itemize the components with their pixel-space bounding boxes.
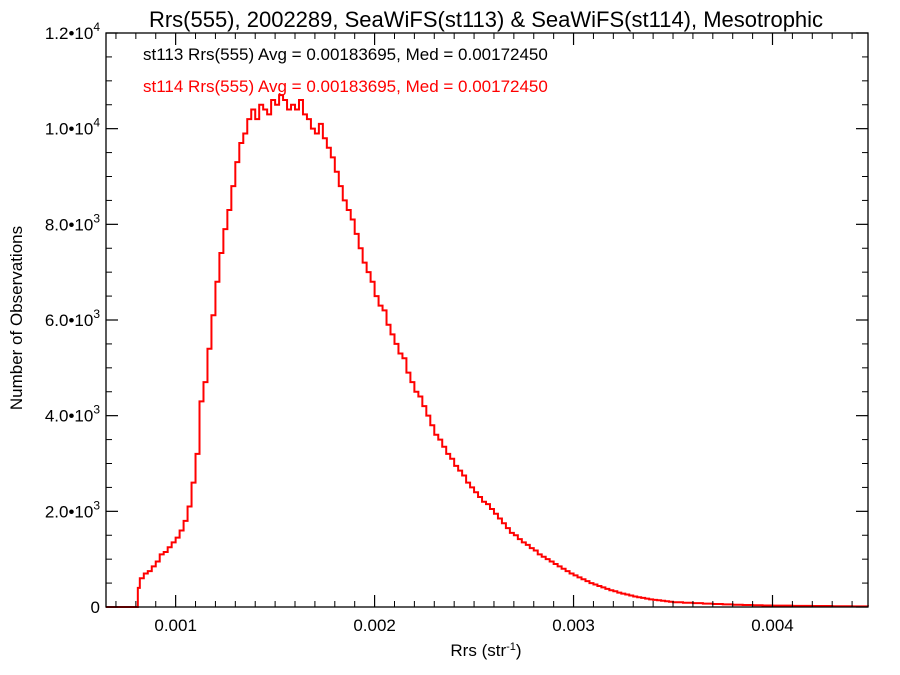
y-tick-label-mantissa: 1.0•10: [45, 120, 94, 139]
y-tick-label-4: 8.0•103: [45, 211, 101, 234]
y-axis-ticks: 02.0•1034.0•1036.0•1038.0•1031.0•1041.2•…: [45, 20, 868, 617]
histogram-series-0: [106, 94, 869, 608]
y-tick-label-3: 6.0•103: [45, 307, 101, 330]
y-tick-label-mantissa: 2.0•10: [45, 502, 94, 521]
legend-entry-st113: st113 Rrs(555) Avg = 0.00183695, Med = 0…: [143, 45, 548, 64]
y-tick-label-mantissa: 8.0•10: [45, 215, 94, 234]
y-tick-label-2: 4.0•103: [45, 403, 101, 426]
legend: st113 Rrs(555) Avg = 0.00183695, Med = 0…: [143, 45, 548, 96]
legend-entry-st114: st114 Rrs(555) Avg = 0.00183695, Med = 0…: [143, 77, 548, 96]
y-tick-label-exponent: 4: [93, 116, 100, 130]
y-tick-label-exponent: 4: [93, 20, 100, 34]
y-tick-label-1: 2.0•103: [45, 498, 101, 521]
y-tick-label-5: 1.0•104: [45, 116, 101, 139]
x-tick-label-2: 0.003: [552, 616, 595, 635]
y-tick-label-0: 0: [91, 598, 100, 617]
x-tick-label-1: 0.002: [353, 616, 396, 635]
plot-area: [105, 32, 869, 608]
y-axis-label: Number of Observations: [7, 226, 26, 410]
x-axis-label-text: Rrs (str: [450, 641, 506, 660]
x-tick-label-0: 0.001: [154, 616, 197, 635]
y-tick-label-mantissa: 0: [91, 598, 100, 617]
y-tick-label-mantissa: 4.0•10: [45, 407, 94, 426]
y-tick-label-6: 1.2•104: [45, 20, 101, 43]
chart-title: Rrs(555), 2002289, SeaWiFS(st113) & SeaW…: [149, 7, 823, 32]
x-axis-ticks: 0.001 0.002 0.003 0.004: [115, 33, 853, 635]
plot-frame: [105, 32, 869, 608]
x-tick-label-3: 0.004: [751, 616, 794, 635]
y-tick-label-mantissa: 1.2•10: [45, 24, 94, 43]
x-axis-label-superscript: -1: [506, 641, 516, 653]
y-tick-label-exponent: 3: [93, 211, 100, 225]
y-tick-label-mantissa: 6.0•10: [45, 311, 94, 330]
x-axis-label: Rrs (str-1): [450, 641, 521, 660]
y-tick-label-exponent: 3: [93, 403, 100, 417]
y-tick-label-exponent: 3: [93, 307, 100, 321]
y-tick-label-exponent: 3: [93, 498, 100, 512]
x-axis-label-close: ): [516, 641, 522, 660]
